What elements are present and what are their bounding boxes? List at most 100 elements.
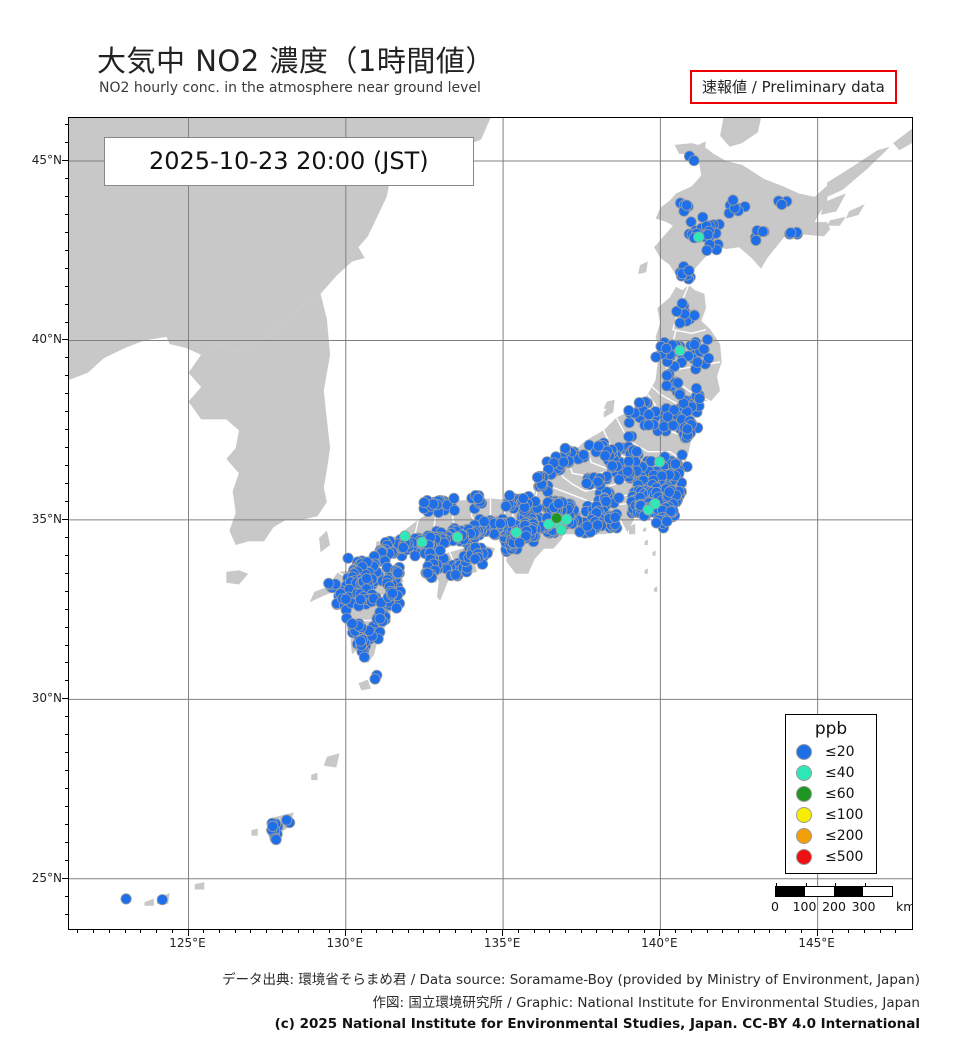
- station-point[interactable]: [613, 473, 625, 486]
- station-point[interactable]: [674, 317, 686, 329]
- station-point[interactable]: [676, 297, 688, 310]
- station-point[interactable]: [727, 194, 739, 206]
- station-point[interactable]: [361, 572, 373, 585]
- station-point[interactable]: [785, 227, 797, 239]
- station-point[interactable]: [623, 404, 635, 417]
- station-point[interactable]: [750, 234, 762, 247]
- station-point[interactable]: [623, 417, 635, 429]
- station-point[interactable]: [503, 489, 516, 502]
- station-point[interactable]: [701, 334, 714, 346]
- station-point[interactable]: [643, 408, 655, 421]
- station-point[interactable]: [422, 567, 434, 579]
- station-point[interactable]: [448, 492, 460, 504]
- station-point[interactable]: [340, 593, 352, 605]
- station-point[interactable]: [451, 531, 464, 543]
- station-point[interactable]: [427, 498, 439, 510]
- station-point[interactable]: [450, 569, 462, 581]
- station-point[interactable]: [701, 244, 713, 256]
- station-point[interactable]: [674, 344, 686, 357]
- station-point[interactable]: [674, 388, 686, 401]
- station-point[interactable]: [500, 500, 512, 512]
- station-point[interactable]: [776, 198, 788, 211]
- station-point[interactable]: [681, 199, 693, 211]
- station-point[interactable]: [671, 305, 683, 317]
- station-point[interactable]: [688, 154, 700, 167]
- station-point[interactable]: [550, 512, 563, 524]
- station-point[interactable]: [416, 536, 428, 548]
- station-point[interactable]: [676, 449, 688, 461]
- station-point[interactable]: [270, 833, 282, 846]
- station-point[interactable]: [323, 577, 335, 589]
- station-point[interactable]: [580, 477, 593, 489]
- station-point[interactable]: [559, 442, 571, 454]
- station-point[interactable]: [698, 343, 710, 355]
- station-point[interactable]: [642, 419, 655, 431]
- station-point[interactable]: [397, 541, 409, 554]
- station-point[interactable]: [354, 635, 367, 647]
- station-point[interactable]: [494, 517, 506, 530]
- station-point[interactable]: [560, 513, 573, 525]
- station-point[interactable]: [691, 356, 703, 368]
- station-point[interactable]: [642, 504, 655, 516]
- station-point[interactable]: [369, 673, 381, 685]
- station-point[interactable]: [693, 231, 705, 243]
- station-point[interactable]: [663, 486, 675, 498]
- station-point[interactable]: [688, 309, 701, 321]
- station-point[interactable]: [592, 476, 604, 488]
- station-point[interactable]: [693, 392, 706, 404]
- station-point[interactable]: [472, 492, 484, 504]
- station-point[interactable]: [409, 550, 421, 562]
- station-point[interactable]: [448, 504, 461, 516]
- station-point[interactable]: [631, 445, 643, 458]
- station-point[interactable]: [552, 497, 565, 510]
- station-point[interactable]: [531, 471, 544, 483]
- station-point[interactable]: [543, 518, 555, 530]
- station-point[interactable]: [469, 553, 481, 565]
- station-point[interactable]: [591, 519, 604, 531]
- station-point[interactable]: [662, 411, 674, 423]
- station-point[interactable]: [354, 593, 367, 606]
- map-plot-area[interactable]: 2025-10-23 20:00 (JST) ppb ≤20 ≤40 ≤60 ≤100…: [68, 117, 913, 930]
- station-point[interactable]: [757, 225, 769, 238]
- station-point[interactable]: [702, 352, 715, 364]
- station-point[interactable]: [623, 430, 635, 443]
- station-point[interactable]: [281, 814, 293, 826]
- station-point[interactable]: [622, 465, 634, 477]
- station-point[interactable]: [156, 894, 168, 906]
- station-point[interactable]: [688, 339, 701, 351]
- station-point[interactable]: [633, 397, 645, 409]
- station-point[interactable]: [386, 587, 398, 599]
- station-point[interactable]: [623, 455, 635, 467]
- station-point[interactable]: [592, 440, 605, 452]
- station-point[interactable]: [599, 450, 611, 462]
- station-point[interactable]: [510, 526, 522, 539]
- station-point[interactable]: [685, 216, 697, 228]
- station-point[interactable]: [681, 423, 693, 435]
- legend-item-0[interactable]: ≤20: [786, 741, 876, 762]
- station-point[interactable]: [650, 517, 663, 529]
- station-point[interactable]: [418, 496, 430, 509]
- station-point[interactable]: [557, 456, 570, 468]
- station-point[interactable]: [342, 552, 354, 564]
- station-point[interactable]: [517, 492, 529, 505]
- station-point[interactable]: [690, 382, 703, 394]
- station-point[interactable]: [661, 515, 673, 527]
- station-point[interactable]: [390, 602, 403, 614]
- station-point[interactable]: [683, 265, 695, 277]
- station-point[interactable]: [609, 511, 621, 523]
- station-point[interactable]: [613, 492, 625, 504]
- station-point[interactable]: [578, 449, 590, 461]
- station-point[interactable]: [478, 515, 490, 528]
- station-point[interactable]: [658, 421, 670, 433]
- station-point[interactable]: [606, 460, 618, 472]
- station-point[interactable]: [660, 342, 673, 355]
- station-point[interactable]: [555, 524, 567, 536]
- legend-item-1[interactable]: ≤40: [786, 762, 876, 783]
- legend-item-2[interactable]: ≤60: [786, 783, 876, 804]
- station-point[interactable]: [346, 617, 358, 630]
- station-point[interactable]: [669, 458, 682, 470]
- station-point[interactable]: [434, 544, 446, 557]
- legend-item-5[interactable]: ≤500: [786, 846, 876, 867]
- station-point[interactable]: [374, 613, 386, 625]
- legend-item-4[interactable]: ≤200: [786, 825, 876, 846]
